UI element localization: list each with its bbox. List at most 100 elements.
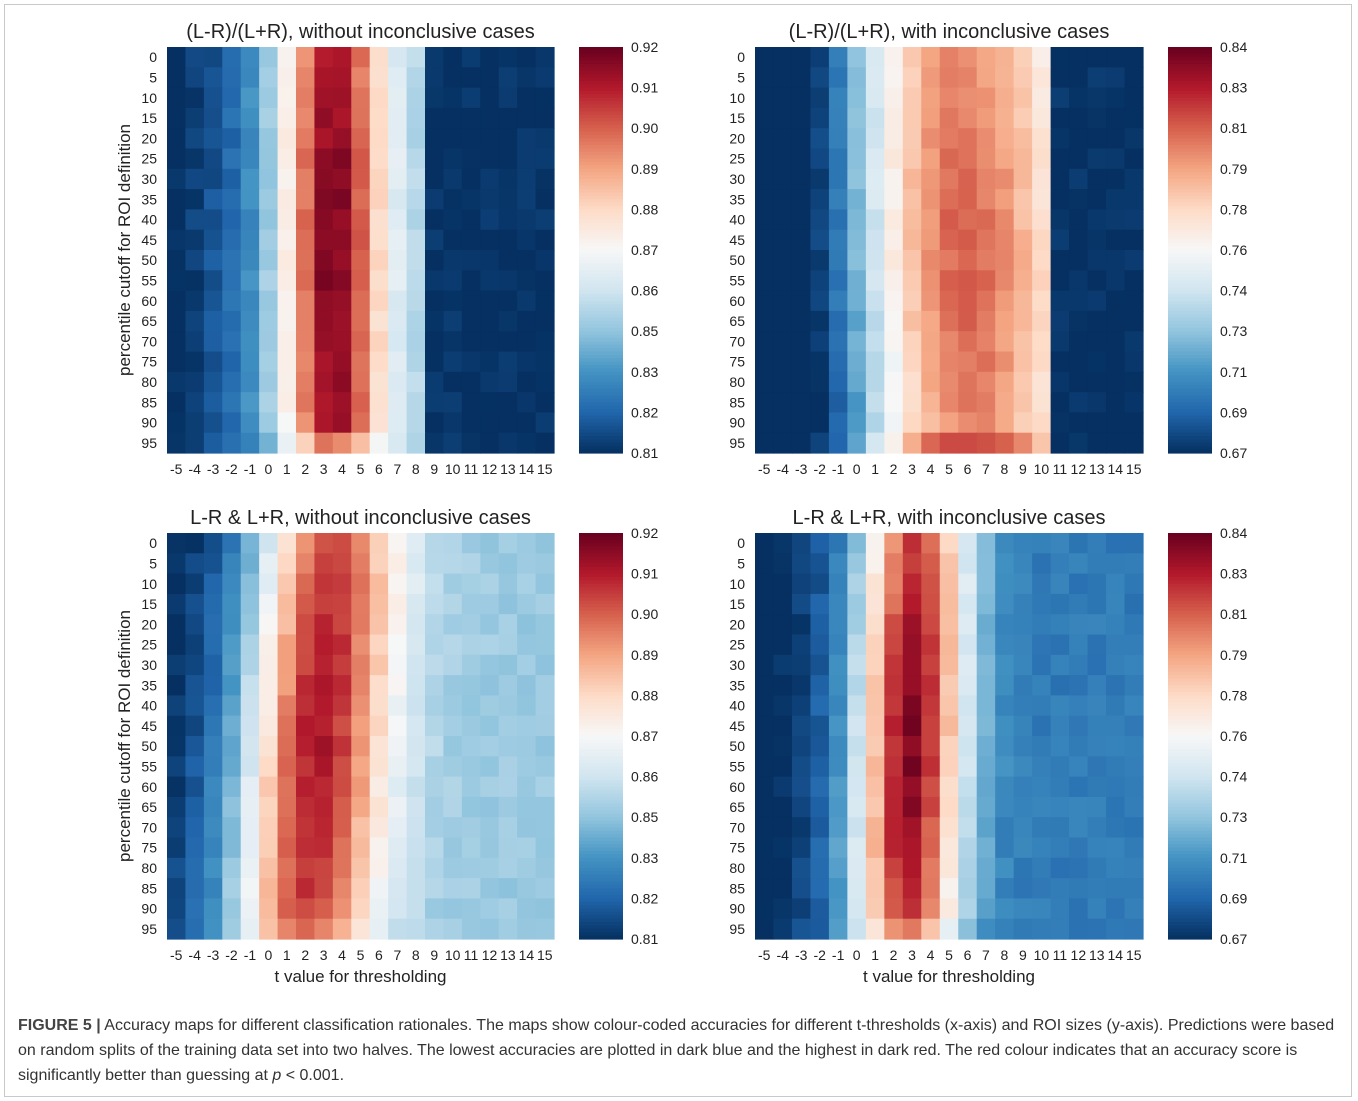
heatmap-cell [1032, 796, 1052, 818]
colorbar-tick-label: 0.91 [631, 80, 658, 96]
heatmap-cell [443, 47, 463, 68]
heatmap-cell [517, 675, 537, 696]
heatmap-cell [810, 270, 830, 292]
heatmap-cell [222, 331, 242, 353]
colorbar-segment [1168, 932, 1212, 937]
colorbar-segment [1168, 796, 1212, 801]
colorbar-segment [1168, 536, 1212, 541]
colorbar-segment [1168, 911, 1212, 916]
colorbar-segment [1168, 556, 1212, 561]
heatmap-cell [1106, 857, 1126, 879]
colorbar-segment [579, 918, 623, 923]
heatmap-cell [1069, 715, 1089, 737]
heatmap-cell [277, 776, 297, 798]
y-tick-label: 95 [729, 921, 745, 937]
heatmap-cell [203, 148, 223, 170]
heatmap-cell [1106, 878, 1126, 899]
heatmap-cell [425, 796, 445, 818]
heatmap-cell [1032, 736, 1052, 757]
colorbar-segment [579, 773, 623, 778]
heatmap-cell [535, 67, 555, 89]
heatmap-cell [443, 87, 463, 109]
heatmap-cell [1087, 168, 1107, 190]
heatmap-cell [222, 837, 242, 859]
heatmap-cell [976, 168, 996, 190]
colorbar-segment [1168, 834, 1212, 839]
heatmap-cell [1087, 736, 1107, 757]
colorbar-segment [1168, 708, 1212, 713]
heatmap-cell [259, 918, 279, 940]
heatmap-cell [976, 918, 996, 940]
heatmap-cell [535, 857, 555, 879]
colorbar-segment [579, 392, 623, 397]
heatmap-cell [865, 229, 885, 251]
heatmap-cell [1032, 250, 1052, 271]
colorbar-segment [1168, 576, 1212, 581]
heatmap-cell [203, 371, 223, 393]
heatmap-cell [259, 290, 279, 312]
colorbar-segment [579, 539, 623, 544]
heatmap-cell [1013, 573, 1033, 595]
colorbar-tick-label: 0.71 [1220, 364, 1247, 380]
heatmap-cell [902, 67, 922, 89]
heatmap-cell [939, 128, 959, 150]
heatmap-cell [1032, 614, 1052, 636]
colorbar-segment [1168, 297, 1212, 302]
heatmap-cell [277, 47, 297, 68]
colorbar-segment [579, 104, 623, 109]
heatmap-cell [847, 148, 867, 170]
heatmap-cell [351, 290, 371, 312]
heatmap-cell [222, 654, 242, 676]
heatmap-cell [296, 250, 316, 271]
heatmap-cell [185, 796, 205, 818]
heatmap-cell [498, 351, 518, 373]
heatmap-cell [167, 675, 187, 696]
heatmap-cell [498, 695, 518, 717]
heatmap-cell [332, 736, 352, 757]
colorbar-segment [1168, 371, 1212, 376]
heatmap-cell [185, 573, 205, 595]
colorbar-segment [1168, 324, 1212, 329]
heatmap-cell [480, 756, 500, 778]
heatmap-cell [296, 331, 316, 353]
heatmap-cell [498, 270, 518, 292]
heatmap-cell [773, 189, 793, 210]
heatmap-cell [167, 107, 187, 129]
heatmap-cell [1124, 229, 1144, 251]
heatmap-cell [498, 432, 518, 454]
colorbar-segment [579, 732, 623, 737]
colorbar-segment [1168, 580, 1212, 585]
heatmap-cell [535, 817, 555, 839]
heatmap-cell [498, 857, 518, 879]
heatmap-cell [535, 432, 555, 454]
colorbar-segment [1168, 851, 1212, 856]
x-tick-label: 10 [1034, 947, 1050, 963]
heatmap-cell [259, 168, 279, 190]
heatmap-cell [847, 837, 867, 859]
y-tick-label: 55 [729, 758, 745, 774]
colorbar-segment [579, 604, 623, 609]
heatmap-cell [1069, 229, 1089, 251]
heatmap-cell [939, 817, 959, 839]
heatmap-cell [277, 898, 297, 920]
heatmap-cell [425, 593, 445, 615]
colorbar-tick-label: 0.81 [1220, 120, 1247, 136]
heatmap-cell [388, 128, 408, 150]
colorbar-segment [579, 307, 623, 312]
heatmap-cell [828, 857, 848, 879]
heatmap-cell [1069, 209, 1089, 231]
heatmap-cell [240, 878, 260, 899]
y-tick-label: 10 [141, 576, 157, 592]
colorbar-segment [1168, 539, 1212, 544]
heatmap-cell [810, 695, 830, 717]
colorbar-segment [1168, 293, 1212, 298]
colorbar-segment [1168, 246, 1212, 251]
heatmap-cell [480, 918, 500, 940]
colorbar-tick-label: 0.87 [631, 728, 658, 744]
heatmap-cell [185, 634, 205, 656]
heatmap-cell [203, 392, 223, 413]
heatmap-cell [755, 898, 775, 920]
heatmap-cell [185, 168, 205, 190]
heatmap-cell [865, 857, 885, 879]
heatmap-cell [921, 87, 941, 109]
